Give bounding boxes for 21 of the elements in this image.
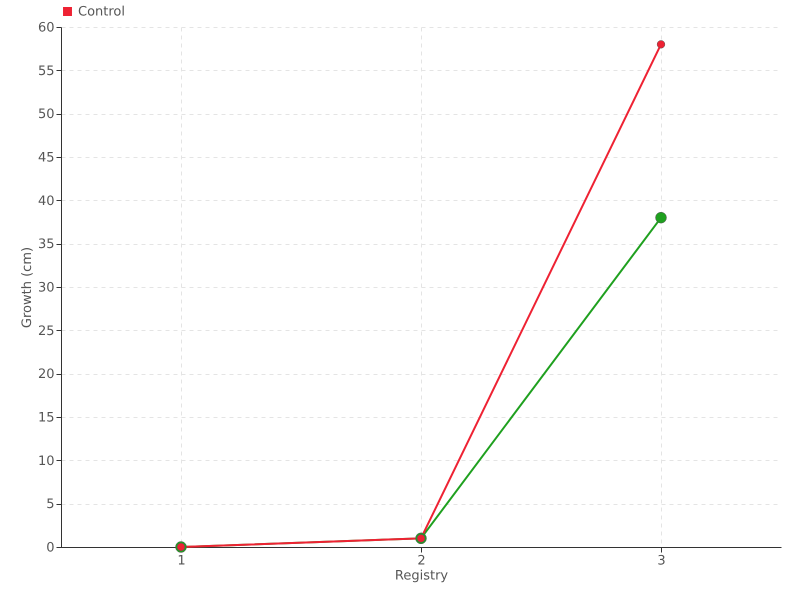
- y-tick-label: 15: [38, 410, 54, 426]
- y-tick-label: 0: [46, 540, 54, 556]
- y-tick-label: 30: [38, 280, 54, 296]
- y-tick-label: 35: [38, 237, 54, 252]
- x-tick-label: 3: [657, 554, 666, 568]
- y-tick-label: 55: [38, 64, 54, 79]
- y-tick-label: 20: [38, 367, 54, 382]
- y-tick-label: 45: [38, 150, 54, 166]
- y-tick-label: 50: [38, 107, 54, 122]
- x-axis-title: Registry: [394, 568, 448, 584]
- point: [656, 40, 666, 48]
- y-axis-title: Growth (cm): [20, 246, 35, 328]
- point: [655, 212, 667, 224]
- y-tick-label: 60: [38, 20, 54, 36]
- x-tick-label: 1: [177, 554, 186, 568]
- x-tick-label: 2: [417, 554, 426, 568]
- y-tick-label: 25: [38, 324, 54, 339]
- y-tick-label: 5: [46, 497, 54, 512]
- legend-label: Control: [78, 4, 125, 20]
- y-tick-label: 40: [38, 194, 54, 209]
- y-tick-label: 10: [38, 454, 54, 469]
